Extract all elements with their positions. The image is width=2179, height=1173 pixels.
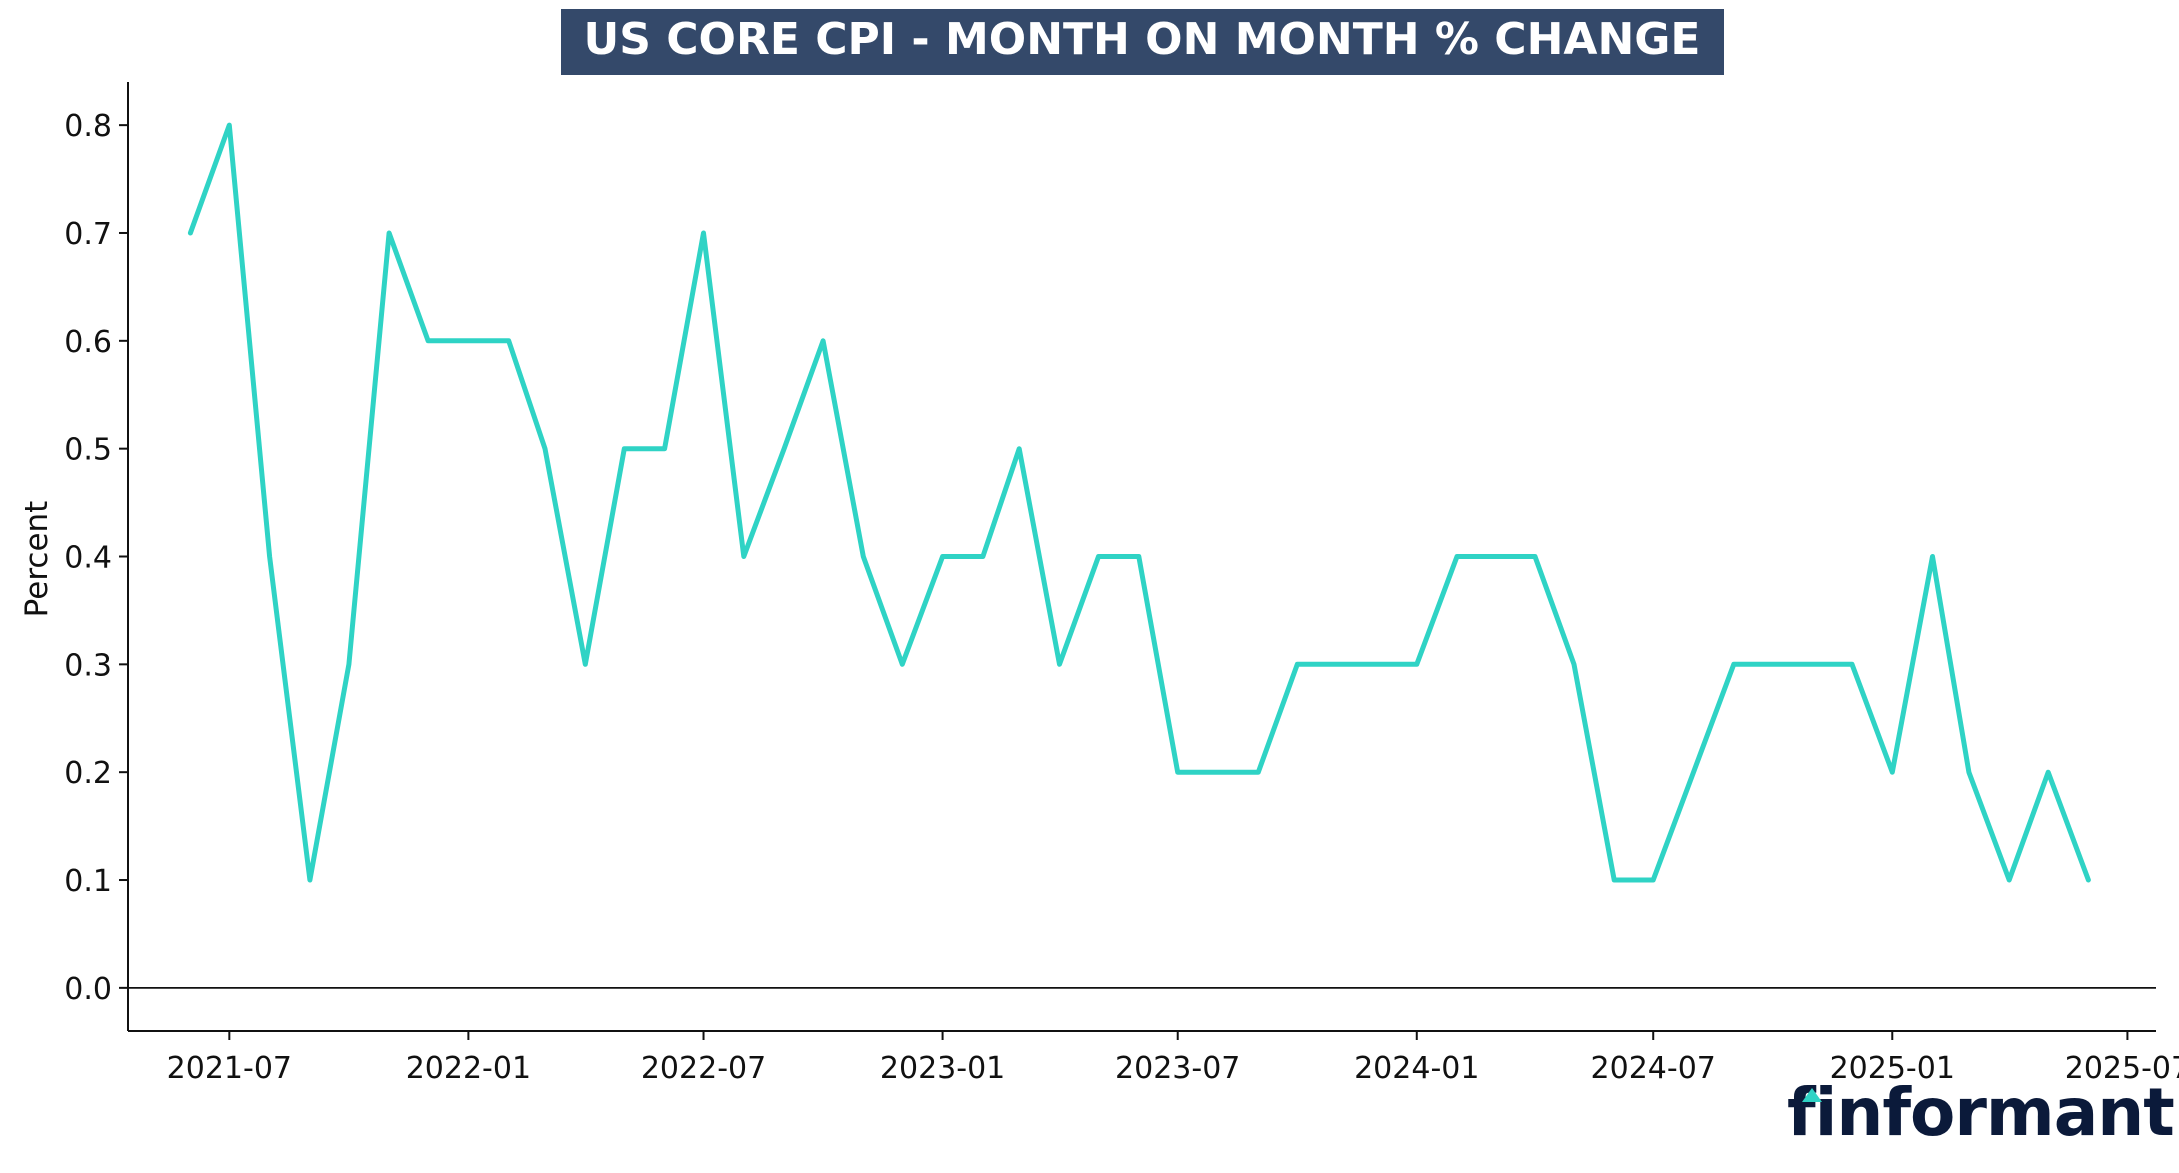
y-tick-label: 0.2 bbox=[64, 756, 112, 791]
series-line-core-cpi bbox=[187, 122, 2091, 883]
y-tick-label: 0.7 bbox=[64, 217, 112, 252]
logo-accent-arrow bbox=[1802, 1088, 1822, 1102]
y-tick-label: 0.1 bbox=[64, 864, 112, 899]
y-tick-label: 0.4 bbox=[64, 541, 112, 576]
y-axis-label: Percent bbox=[19, 501, 55, 618]
finformant-logo: finformant bbox=[1787, 1074, 2175, 1151]
x-ticks: 2021-07 2022-01 2022-07 2023-01 2023-07 2024-… bbox=[167, 1031, 2179, 1086]
chart-title-background bbox=[561, 9, 1724, 75]
y-tick-label: 0.0 bbox=[64, 972, 112, 1007]
y-tick-label: 0.6 bbox=[64, 325, 112, 360]
x-tick-label: 2025-07 bbox=[2065, 1051, 2179, 1086]
y-tick-label: 0.3 bbox=[64, 648, 112, 683]
x-tick-label: 2022-01 bbox=[406, 1051, 531, 1086]
y-ticks: 0.0 0.1 0.2 0.3 0.4 0.5 0.6 0.7 0.8 bbox=[64, 109, 128, 1007]
y-tick-label: 0.5 bbox=[64, 433, 112, 468]
x-tick-label: 2023-07 bbox=[1115, 1051, 1240, 1086]
x-tick-label: 2024-01 bbox=[1354, 1051, 1479, 1086]
logo-text: finformant bbox=[1787, 1074, 2174, 1151]
x-tick-label: 2024-07 bbox=[1591, 1051, 1716, 1086]
chart-title-box: US CORE CPI - MONTH ON MONTH % CHANGE bbox=[561, 9, 1724, 75]
x-tick-label: 2022-07 bbox=[641, 1051, 766, 1086]
y-tick-label: 0.8 bbox=[64, 109, 112, 144]
chart-title: US CORE CPI - MONTH ON MONTH % CHANGE bbox=[584, 14, 1701, 65]
x-tick-label: 2025-01 bbox=[1830, 1051, 1955, 1086]
x-tick-label: 2023-01 bbox=[880, 1051, 1005, 1086]
x-tick-label: 2021-07 bbox=[167, 1051, 292, 1086]
plot-area: 0.0 0.1 0.2 0.3 0.4 0.5 0.6 0.7 0.8 2021-07 2022-… bbox=[64, 82, 2179, 1086]
